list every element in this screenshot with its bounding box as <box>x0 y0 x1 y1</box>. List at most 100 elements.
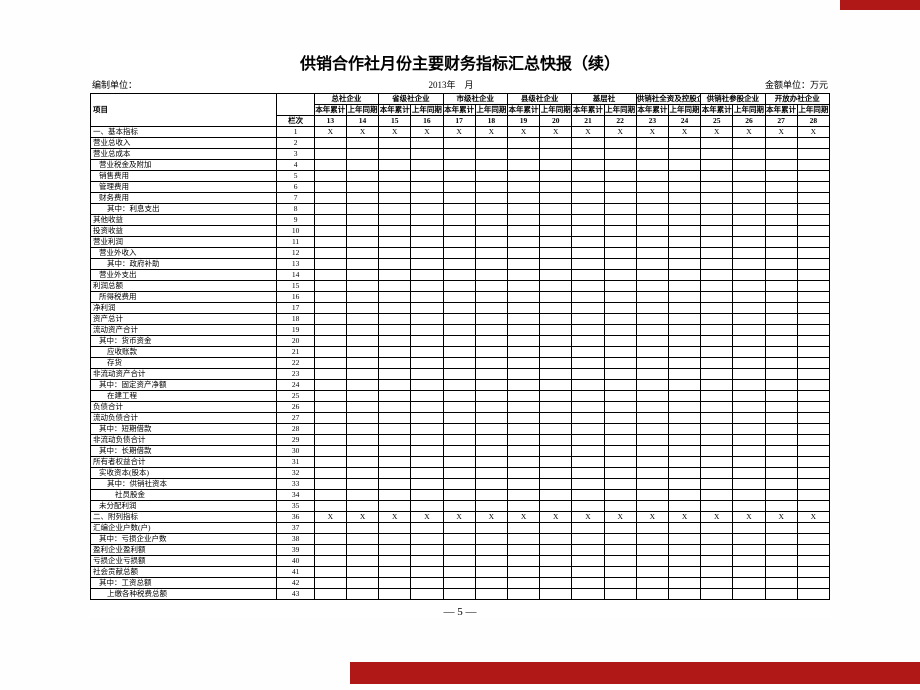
cell-data <box>346 523 378 534</box>
cell-data <box>443 578 475 589</box>
table-row: 营业外支出14 <box>91 270 830 281</box>
cell-data <box>314 501 346 512</box>
cell-data: X <box>701 127 733 138</box>
cell-data <box>668 259 700 270</box>
cell-data <box>636 182 668 193</box>
cell-data <box>797 457 829 468</box>
col-group: 供销社参股企业 <box>701 94 765 105</box>
cell-data <box>668 490 700 501</box>
cell-data <box>604 237 636 248</box>
cell-data <box>733 138 765 149</box>
cell-data <box>540 468 572 479</box>
cell-data <box>701 226 733 237</box>
cell-data <box>765 534 797 545</box>
cell-data <box>346 424 378 435</box>
cell-data <box>572 358 604 369</box>
cell-data <box>604 270 636 281</box>
cell-data <box>346 259 378 270</box>
cell-data <box>379 171 411 182</box>
cell-data <box>572 325 604 336</box>
cell-seq: 32 <box>277 468 314 479</box>
cell-item: 其他收益 <box>91 215 277 226</box>
cell-data <box>507 325 539 336</box>
cell-data <box>797 226 829 237</box>
cell-data <box>636 226 668 237</box>
cell-data <box>636 314 668 325</box>
cell-data <box>668 556 700 567</box>
cell-data <box>411 501 443 512</box>
cell-data <box>668 567 700 578</box>
cell-data <box>379 259 411 270</box>
cell-data <box>443 457 475 468</box>
cell-data <box>733 281 765 292</box>
cell-data <box>379 226 411 237</box>
cell-data <box>443 204 475 215</box>
table-row: 利润总额15 <box>91 281 830 292</box>
cell-data <box>604 413 636 424</box>
cell-data <box>507 237 539 248</box>
cell-seq: 22 <box>277 358 314 369</box>
col-num: 15 <box>379 116 411 127</box>
table-row: 其他收益9 <box>91 215 830 226</box>
cell-data <box>636 457 668 468</box>
cell-data <box>701 248 733 259</box>
cell-data <box>443 226 475 237</box>
cell-data <box>346 237 378 248</box>
cell-data <box>636 259 668 270</box>
cell-data <box>507 149 539 160</box>
table-row: 未分配利润35 <box>91 501 830 512</box>
cell-data <box>668 391 700 402</box>
cell-data <box>507 204 539 215</box>
cell-data <box>443 303 475 314</box>
cell-data <box>797 556 829 567</box>
cell-data <box>701 270 733 281</box>
cell-item: 流动负债合计 <box>91 413 277 424</box>
cell-data <box>475 171 507 182</box>
col-group: 县级社企业 <box>507 94 571 105</box>
cell-data <box>572 589 604 600</box>
cell-seq: 12 <box>277 248 314 259</box>
col-num: 28 <box>797 116 829 127</box>
cell-data <box>411 226 443 237</box>
cell-item: 销售费用 <box>91 171 277 182</box>
cell-data <box>507 380 539 391</box>
cell-data <box>733 336 765 347</box>
cell-data <box>507 369 539 380</box>
cell-data <box>701 534 733 545</box>
cell-data <box>411 402 443 413</box>
cell-data <box>636 402 668 413</box>
cell-data <box>379 215 411 226</box>
cell-data <box>475 468 507 479</box>
cell-data: X <box>540 127 572 138</box>
cell-data <box>475 446 507 457</box>
cell-data <box>765 215 797 226</box>
col-num: 21 <box>572 116 604 127</box>
cell-seq: 43 <box>277 589 314 600</box>
cell-data <box>507 270 539 281</box>
table-row: 其中：固定资产净额24 <box>91 380 830 391</box>
cell-data <box>668 523 700 534</box>
cell-data <box>797 589 829 600</box>
cell-data <box>733 479 765 490</box>
cell-data <box>411 325 443 336</box>
cell-data <box>346 204 378 215</box>
cell-data <box>346 578 378 589</box>
cell-data <box>411 193 443 204</box>
cell-data <box>314 314 346 325</box>
cell-data <box>314 259 346 270</box>
cell-data <box>475 160 507 171</box>
cell-data <box>507 490 539 501</box>
cell-data <box>507 391 539 402</box>
table-row: 资产总计18 <box>91 314 830 325</box>
cell-data <box>443 160 475 171</box>
cell-data <box>443 413 475 424</box>
cell-item: 净利润 <box>91 303 277 314</box>
cell-data <box>540 402 572 413</box>
cell-data: X <box>572 512 604 523</box>
col-num: 23 <box>636 116 668 127</box>
cell-data <box>668 215 700 226</box>
cell-data <box>765 523 797 534</box>
cell-data <box>668 270 700 281</box>
cell-data <box>314 567 346 578</box>
cell-data <box>411 534 443 545</box>
